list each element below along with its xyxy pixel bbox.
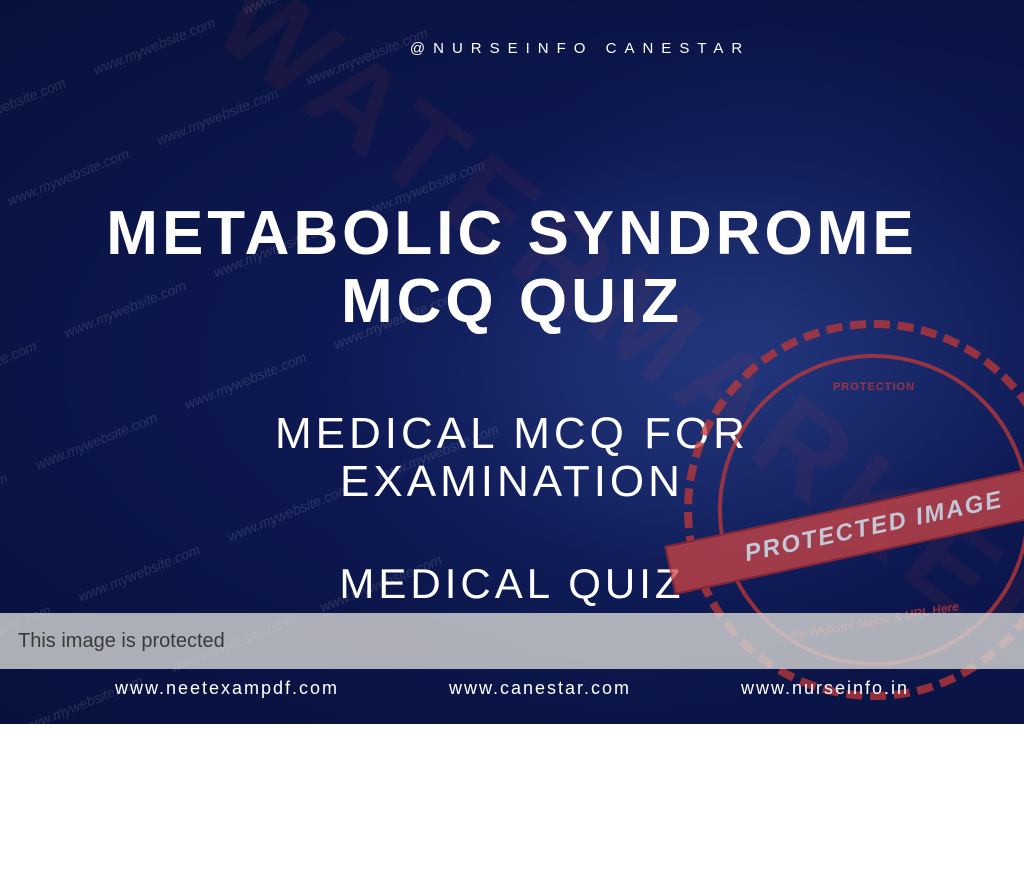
header-tagline: @NURSEINFO CANESTAR: [410, 40, 750, 57]
protection-bar-text: This image is protected: [18, 630, 225, 653]
footer-link-1: www.neetexampdf.com: [115, 678, 339, 699]
main-title-line1: METABOLIC SYNDROME: [0, 200, 1024, 268]
footer-links: www.neetexampdf.com www.canestar.com www…: [0, 678, 1024, 699]
stamp-arc-text: PROTECTION: [684, 381, 1024, 393]
main-title: METABOLIC SYNDROME MCQ QUIZ: [0, 200, 1024, 336]
footer-link-2: www.canestar.com: [449, 678, 631, 699]
footer-link-3: www.nurseinfo.in: [741, 678, 909, 699]
protection-bar: This image is protected: [0, 613, 1024, 669]
